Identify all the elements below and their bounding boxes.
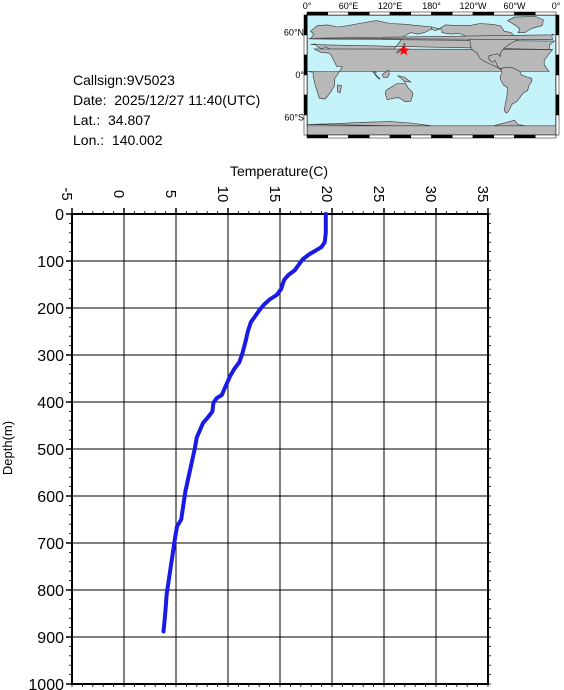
map-frame-tick [410, 11, 432, 16]
x-tick-label: 20 [318, 186, 335, 203]
map-frame-tick [555, 74, 560, 96]
map-frame-tick [452, 134, 474, 139]
map-frame-tick [303, 54, 308, 76]
longitude-text: Lon.: 140.002 [73, 132, 163, 148]
x-tick-label: 10 [214, 186, 231, 203]
map-frame-tick [348, 11, 370, 16]
map-frame-tick [431, 11, 453, 16]
map-frame-tick [389, 134, 411, 139]
map-frame-tick [535, 11, 557, 16]
x-tick-label: 35 [474, 186, 491, 203]
map-frame-tick [514, 11, 536, 16]
map-frame-tick [327, 134, 349, 139]
map-landmass [337, 84, 342, 93]
y-tick-label: 500 [37, 442, 64, 459]
y-tick-label: 1000 [28, 677, 64, 690]
map-antarctica [306, 125, 557, 136]
map-landmass [499, 66, 533, 114]
map-frame-tick [369, 134, 391, 139]
y-tick-label: 300 [37, 348, 64, 365]
map-frame [303, 11, 560, 139]
map-lat-label: 60°N [284, 28, 304, 38]
y-axis-title: Depth(m) [0, 421, 15, 475]
map-frame-tick [306, 134, 328, 139]
map-lat-label: 60°S [284, 112, 304, 122]
map-frame-tick [555, 34, 560, 56]
y-tick-label: 700 [37, 536, 64, 553]
x-tick-label: 5 [162, 190, 179, 198]
map-frame-tick [472, 134, 494, 139]
map-frame-tick [535, 134, 557, 139]
map-lon-label: 0° [552, 1, 561, 11]
map-lat-label: 0° [295, 70, 304, 80]
map-lon-label: 60°W [503, 1, 526, 11]
map-landmass [384, 82, 414, 103]
map-landmass [308, 33, 555, 41]
y-tick-label: 100 [37, 254, 64, 271]
map-frame-tick [493, 134, 515, 139]
map-frame-tick [555, 54, 560, 76]
y-tick-label: 0 [55, 207, 64, 224]
x-tick-labels: -5 0 5 10 15 20 25 30 35 [58, 186, 491, 203]
grid-lines [71, 213, 489, 685]
y-tick-label: 800 [37, 583, 64, 600]
map-landmass [506, 16, 544, 33]
tick-marks [66, 208, 491, 687]
map-frame-tick [303, 74, 308, 96]
y-tick-label: 200 [37, 301, 64, 318]
map-lon-labels: 0° 60°E 120°E 180° 120°W 60°W 0° [303, 1, 561, 11]
map-lon-label: 120°E [378, 1, 403, 11]
map-lon-label: 60°E [339, 1, 359, 11]
map-landmass [372, 71, 381, 80]
temperature-profile-line [161, 212, 328, 634]
map-frame-tick [303, 114, 308, 136]
map-lat-labels: 60°N 0° 60°S [284, 28, 305, 123]
map-lon-label: 180° [422, 1, 441, 11]
map-frame-tick [472, 11, 494, 16]
x-tick-label: 0 [110, 190, 127, 198]
map-frame-tick [555, 94, 560, 116]
location-marker [398, 44, 410, 56]
y-tick-label: 400 [37, 395, 64, 412]
latitude-text: Lat.: 34.807 [73, 112, 151, 128]
callsign-text: Callsign:9V5023 [73, 72, 175, 88]
map-frame-tick [348, 134, 370, 139]
x-tick-label: 30 [422, 186, 439, 203]
world-map: 0° 60°E 120°E 180° 120°W 60°W 0° 60°N 0° 60°S [284, 1, 561, 139]
map-frame-tick [327, 11, 349, 16]
y-tick-label: 600 [37, 489, 64, 506]
date-text: Date: 2025/12/27 11:40(UTC) [73, 92, 261, 108]
map-frame-tick [303, 34, 308, 56]
map-landmass [439, 23, 519, 70]
map-frame-tick [493, 11, 515, 16]
x-tick-label: -5 [58, 187, 75, 200]
map-frame-tick [303, 94, 308, 116]
y-tick-label: 900 [37, 630, 64, 647]
x-tick-label: 25 [370, 186, 387, 203]
map-lon-label: 0° [303, 1, 312, 11]
map-frame-tick [306, 11, 328, 16]
map-frame-tick [389, 11, 411, 16]
plot-frame [71, 213, 489, 685]
y-tick-labels: 0 100 200 300 400 500 600 700 800 900 1000 [28, 207, 64, 690]
map-frame-tick [303, 14, 308, 36]
map-frame-tick [514, 134, 536, 139]
map-frame-tick [410, 134, 432, 139]
station-info: Callsign:9V5023 Date: 2025/12/27 11:40(U… [73, 70, 260, 150]
x-tick-label: 15 [266, 186, 283, 203]
map-landmass [397, 75, 412, 83]
map-landmass [431, 26, 441, 31]
map-frame-tick [431, 134, 453, 139]
map-frame-tick [555, 114, 560, 136]
map-frame-tick [452, 11, 474, 16]
map-land [306, 16, 557, 136]
map-landmass [382, 69, 390, 79]
x-axis-title: Temperature(C) [230, 163, 328, 179]
map-frame-tick [369, 11, 391, 16]
map-frame-tick [555, 14, 560, 36]
map-lon-label: 120°W [459, 1, 487, 11]
